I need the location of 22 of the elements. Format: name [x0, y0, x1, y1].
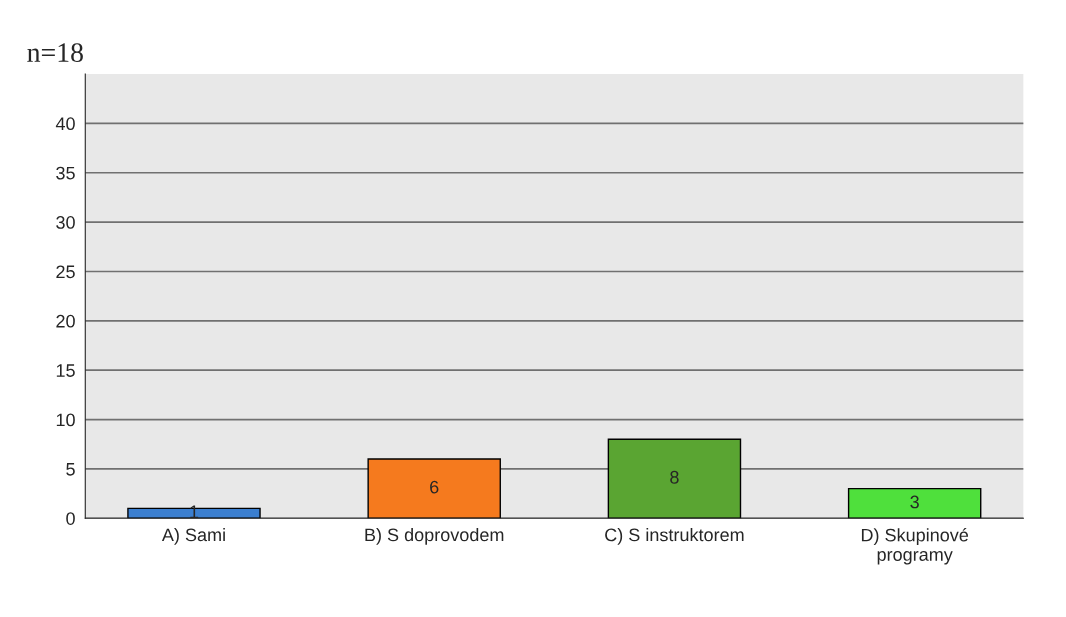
y-tick-label: 5	[66, 463, 75, 476]
x-tick-label: D) Skupinové programy	[861, 528, 969, 565]
data-label: 3	[910, 495, 919, 509]
x-tick-label: B) S doprovodem	[365, 528, 504, 545]
bar	[847, 487, 982, 519]
y-tick-label: 15	[56, 364, 75, 377]
y-tick-label: 30	[56, 216, 75, 229]
y-tick-label: 10	[56, 413, 75, 427]
y-tick-label: 0	[66, 512, 75, 525]
bar	[607, 438, 742, 519]
y-tick-label: 35	[56, 166, 75, 180]
data-label: 6	[430, 480, 439, 494]
x-tick-label: C) S instruktorem	[605, 528, 744, 545]
x-tick-label: A) Sami	[161, 528, 225, 545]
y-tick-label: 40	[55, 117, 75, 131]
bar	[367, 458, 501, 519]
y-tick-label: 20	[56, 314, 75, 328]
data-label: 8	[670, 470, 679, 484]
bar	[127, 507, 261, 519]
text: n=18	[27, 43, 83, 62]
data-label: 1	[190, 505, 199, 519]
y-tick-label: 25	[56, 265, 75, 279]
